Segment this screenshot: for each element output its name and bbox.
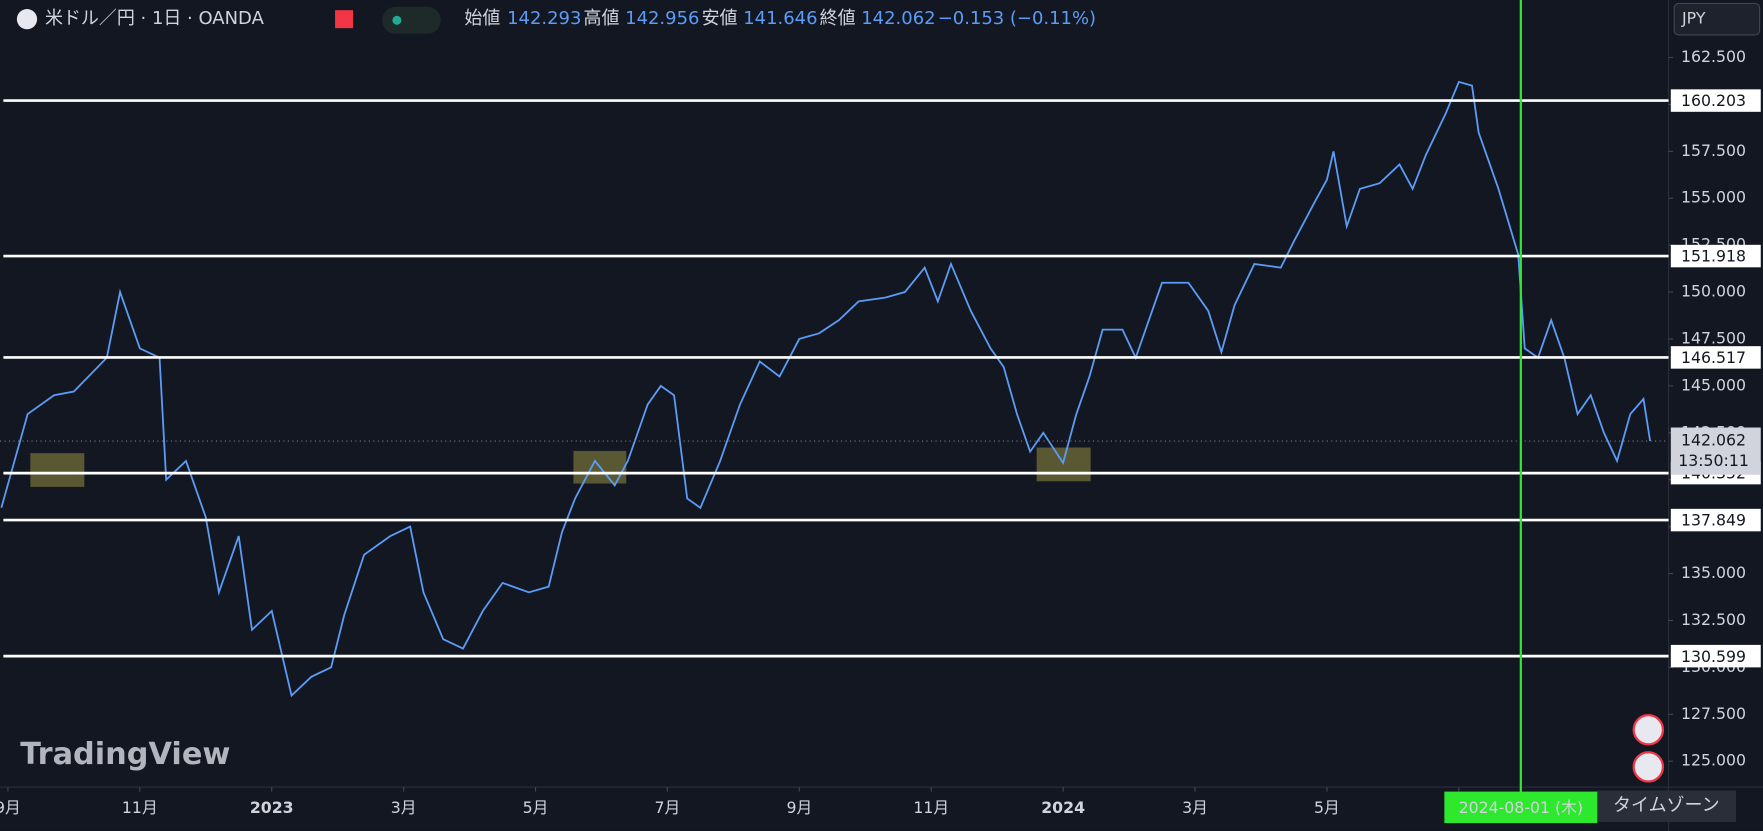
y-tick-label: 135.000	[1681, 563, 1746, 582]
y-tick-label: 127.500	[1681, 704, 1746, 723]
x-tick-label: 3月	[1182, 798, 1208, 817]
timezone-button[interactable]	[1596, 790, 1737, 822]
crosshair-label-bg	[1444, 791, 1598, 824]
low-label: 安値	[702, 8, 738, 29]
symbol[interactable]: 米ドル／円 · 1日 · OANDA	[45, 8, 265, 29]
high: 142.956	[625, 8, 699, 29]
crosshair-label: 2024-08-01 (木)	[1459, 798, 1583, 817]
y-tick-label: 162.500	[1681, 47, 1746, 66]
level-label-bg	[1670, 644, 1761, 668]
price-label: 142.062	[1681, 431, 1746, 450]
x-tick-label: 9月	[0, 798, 21, 817]
x-tick-label: 11月	[122, 798, 158, 817]
y-tick-label: 125.000	[1681, 751, 1746, 770]
status-pill[interactable]	[382, 6, 441, 34]
x-tick-label: 11月	[913, 798, 949, 817]
x-tick-label: 7月	[655, 798, 681, 817]
x-tick-label: 3月	[391, 798, 417, 817]
y-tick-label: 157.500	[1681, 141, 1746, 160]
currency: JPY	[1681, 9, 1706, 28]
flag-icon	[16, 9, 38, 30]
level-label-bg	[1670, 244, 1761, 268]
level-label: 146.517	[1681, 348, 1746, 367]
x-tick-label: 2024	[1041, 798, 1085, 817]
x-tick-label: 9月	[786, 798, 812, 817]
price-line	[0, 80, 1652, 698]
y-tick-label: 132.500	[1681, 610, 1746, 629]
level-label-bg	[1670, 89, 1761, 112]
timezone-label: タイムゾーン	[1613, 795, 1720, 816]
level-label: 160.203	[1681, 91, 1746, 110]
icon	[335, 10, 354, 29]
x-tick-label: 5月	[1314, 798, 1340, 817]
open-label: 始値	[464, 8, 500, 29]
highlight-box	[30, 453, 85, 487]
status-dot	[392, 15, 402, 25]
x-tick-label: 5月	[523, 798, 549, 817]
event-icon[interactable]	[1632, 751, 1665, 783]
currency-dropdown[interactable]	[1673, 2, 1761, 36]
watermark: TradingView	[20, 737, 230, 772]
change: −0.153 (−0.11%)	[938, 8, 1096, 29]
y-tick-label: 155.000	[1681, 188, 1746, 207]
highlight-box	[1036, 447, 1091, 482]
low: 141.646	[743, 8, 817, 29]
countdown: 13:50:11	[1678, 451, 1749, 470]
plot	[0, 80, 1652, 698]
high-label: 高値	[584, 8, 620, 29]
y-tick-label: 147.500	[1681, 328, 1746, 347]
close-label: 終値	[820, 8, 856, 29]
level-label: 130.599	[1681, 647, 1746, 666]
event-icon[interactable]	[1632, 714, 1665, 746]
x-tick-label: 2023	[250, 798, 294, 817]
close: 142.062	[861, 8, 935, 29]
level-label: 151.918	[1681, 247, 1746, 266]
level-label-bg	[1670, 346, 1761, 369]
level-label-bg	[1670, 508, 1761, 532]
level-label: 137.849	[1681, 511, 1746, 530]
y-tick-label: 150.000	[1681, 282, 1746, 301]
price-label-bg	[1670, 427, 1761, 475]
open: 142.293	[507, 8, 581, 29]
y-tick-label: 145.000	[1681, 375, 1746, 394]
